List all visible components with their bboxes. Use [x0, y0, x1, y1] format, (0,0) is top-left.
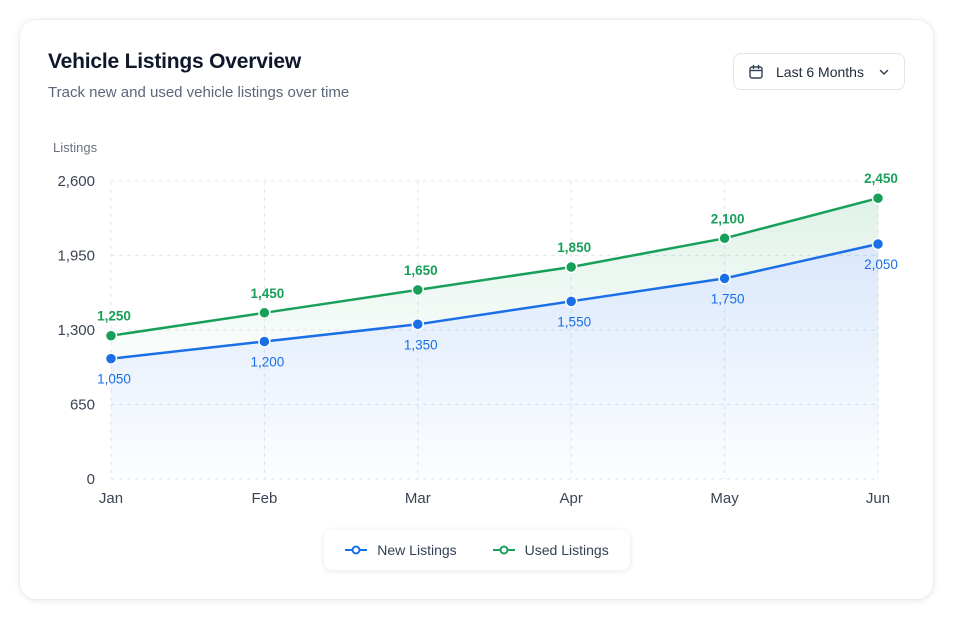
new-listings-value-label: 1,350	[404, 337, 438, 352]
used-listings-point[interactable]	[718, 232, 731, 245]
new-listings-value-label: 1,550	[557, 314, 591, 329]
chart-legend: New Listings Used Listings	[324, 530, 630, 570]
used-listings-value-label: 1,250	[97, 309, 131, 324]
used-listings-point[interactable]	[258, 306, 271, 320]
used-listings-line	[110, 196, 879, 337]
legend-marker-new-icon	[345, 545, 368, 555]
legend-marker-used-icon	[492, 545, 515, 555]
page-title: Vehicle Listings Overview	[48, 50, 301, 73]
legend-item-new[interactable]: New Listings	[345, 542, 457, 558]
y-tick-label: 1,950	[57, 248, 95, 265]
used-listings-point[interactable]	[411, 283, 425, 297]
new-listings-line	[110, 242, 879, 360]
page-subtitle: Track new and used vehicle listings over…	[48, 84, 350, 101]
used-listings-value-label: 1,850	[557, 240, 591, 255]
y-axis-label: Listings	[53, 140, 98, 155]
x-tick-label: May	[710, 490, 739, 507]
used-listings-point[interactable]	[104, 329, 118, 342]
new-listings-point[interactable]	[564, 295, 578, 308]
x-tick-label: Jan	[99, 490, 123, 507]
date-range-select[interactable]: Last 6 Months	[733, 53, 905, 90]
used-listings-value-label: 1,650	[404, 263, 438, 278]
new-listings-area	[111, 244, 878, 479]
new-listings-point[interactable]	[718, 272, 731, 285]
y-tick-label: 1,300	[57, 322, 95, 339]
new-listings-point[interactable]	[258, 335, 271, 348]
new-listings-value-label: 1,750	[711, 291, 745, 306]
chevron-down-icon	[878, 66, 890, 78]
y-tick-label: 650	[70, 397, 95, 414]
x-tick-label: Mar	[405, 490, 431, 507]
x-tick-label: Feb	[251, 490, 277, 507]
new-listings-point[interactable]	[871, 237, 885, 251]
legend-item-used[interactable]: Used Listings	[492, 542, 609, 558]
used-listings-point[interactable]	[871, 191, 885, 205]
date-range-label: Last 6 Months	[776, 63, 864, 80]
new-listings-value-label: 1,050	[97, 372, 131, 387]
used-listings-value-label: 2,100	[711, 211, 745, 226]
y-tick-label: 0	[87, 471, 95, 488]
new-listings-value-label: 2,050	[864, 257, 898, 272]
y-tick-label: 2,600	[57, 173, 95, 190]
legend-label-used: Used Listings	[524, 542, 609, 558]
used-listings-value-label: 2,450	[864, 171, 898, 186]
used-listings-point[interactable]	[564, 260, 578, 274]
used-listings-value-label: 1,450	[251, 286, 285, 301]
x-tick-label: Apr	[560, 490, 583, 507]
new-listings-point[interactable]	[104, 352, 118, 365]
new-listings-value-label: 1,200	[251, 354, 285, 369]
legend-label-new: New Listings	[377, 542, 457, 558]
new-listings-point[interactable]	[411, 318, 425, 331]
x-tick-label: Jun	[866, 490, 890, 507]
calendar-icon	[748, 64, 764, 80]
